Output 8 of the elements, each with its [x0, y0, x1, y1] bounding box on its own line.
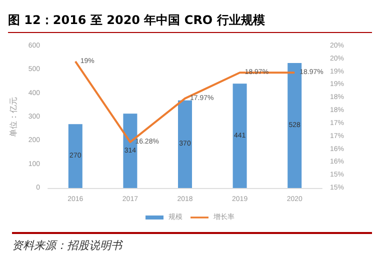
bar — [68, 124, 82, 188]
bar — [288, 63, 302, 188]
bar — [178, 100, 192, 188]
bar — [123, 114, 138, 188]
y-axis-title: 单位：亿元 — [8, 97, 18, 137]
text: 资料来源：招股说明书 — [12, 232, 372, 253]
bar — [232, 84, 247, 188]
chart-title: 图 12：2016 至 2020 年中国 CRO 行业规模 — [8, 12, 372, 33]
